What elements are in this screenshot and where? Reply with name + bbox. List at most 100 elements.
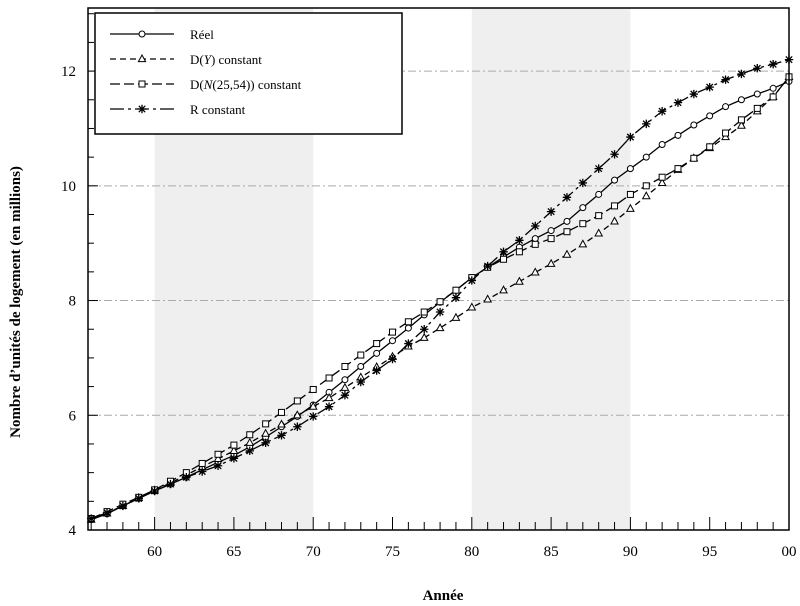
data-point — [610, 216, 619, 225]
y-tick-label: 10 — [61, 179, 76, 195]
data-point — [595, 212, 603, 220]
data-point — [642, 182, 650, 190]
data-point — [547, 235, 555, 243]
data-point — [514, 276, 524, 285]
legend-item: Réel — [110, 27, 214, 42]
legend: Réel D(Y) constant D(N(25,54)) constant R c… — [94, 12, 403, 135]
x-tick-label: 00 — [782, 544, 797, 560]
data-point — [213, 461, 223, 470]
x-tick-label: 70 — [306, 544, 321, 560]
data-point — [293, 422, 302, 431]
data-point — [325, 374, 333, 382]
legend-label: D(N(25,54)) constant — [190, 77, 302, 92]
data-point — [657, 107, 667, 116]
data-point — [642, 119, 651, 129]
data-point — [166, 479, 175, 489]
data-point — [277, 408, 285, 416]
data-point — [261, 438, 270, 448]
data-point — [769, 84, 777, 92]
data-point — [102, 508, 112, 517]
data-point — [689, 89, 699, 99]
data-point — [499, 247, 508, 256]
data-point — [277, 419, 286, 428]
data-point — [483, 294, 493, 303]
data-point — [547, 227, 555, 235]
data-point — [341, 376, 349, 384]
data-point — [214, 450, 222, 458]
data-point — [626, 190, 634, 198]
legend-item: D(Y) constant — [110, 52, 262, 67]
data-point — [768, 60, 778, 69]
data-point — [737, 116, 745, 124]
x-tick-label: 75 — [385, 544, 400, 560]
data-point — [435, 323, 445, 332]
data-point — [324, 393, 334, 402]
data-point — [277, 431, 286, 440]
x-axis-title: Année — [423, 588, 464, 604]
data-point — [341, 363, 349, 371]
data-point — [500, 255, 508, 263]
series-lines — [86, 55, 794, 524]
data-point — [404, 339, 413, 348]
legend-item: R constant — [110, 102, 246, 117]
data-point — [753, 104, 761, 112]
data-point — [340, 382, 350, 391]
data-point — [611, 202, 619, 210]
data-point — [324, 402, 334, 411]
y-axis-title: Nombre d’unités de logement (en millions… — [8, 166, 24, 438]
data-point — [420, 325, 429, 334]
data-point — [625, 203, 635, 212]
data-point — [562, 249, 572, 258]
data-point — [673, 98, 683, 107]
data-point — [451, 312, 461, 321]
data-point — [373, 340, 381, 348]
data-point — [706, 143, 714, 151]
data-point — [722, 103, 730, 111]
data-point — [262, 420, 270, 428]
shaded-band — [471, 8, 631, 530]
data-point — [309, 385, 317, 393]
data-point — [658, 141, 666, 149]
data-point — [451, 293, 461, 302]
data-point — [357, 363, 365, 371]
data-point — [138, 80, 146, 88]
data-point — [546, 207, 556, 216]
x-tick-label: 80 — [464, 544, 479, 560]
y-axis-ticks: 4 6 8 10 12 — [61, 13, 98, 539]
data-point — [308, 401, 318, 410]
data-point — [229, 454, 239, 463]
data-point — [736, 120, 746, 129]
data-point — [198, 459, 206, 467]
data-point — [419, 332, 429, 341]
legend-item: D(N(25,54)) constant — [110, 77, 302, 92]
data-point — [118, 501, 128, 511]
x-axis-ticks: 60 65 70 75 80 85 90 95 00 — [90, 517, 797, 560]
data-point — [467, 302, 477, 311]
data-point — [657, 177, 667, 187]
legend-label: R constant — [190, 102, 246, 117]
data-point — [595, 190, 603, 198]
data-point — [389, 328, 397, 336]
data-point — [137, 104, 147, 114]
data-point — [769, 93, 777, 101]
data-point — [293, 397, 301, 405]
data-point — [626, 132, 635, 142]
data-point — [546, 258, 556, 267]
y-tick-label: 8 — [69, 294, 77, 310]
data-point — [626, 165, 634, 173]
data-point — [357, 351, 365, 359]
data-point — [404, 324, 412, 332]
data-point — [245, 437, 255, 446]
data-point — [721, 75, 730, 84]
data-point — [138, 30, 146, 38]
data-point — [737, 69, 746, 79]
data-point — [372, 366, 381, 375]
x-tick-label: 65 — [226, 544, 241, 560]
data-point — [245, 446, 254, 456]
data-point — [531, 221, 540, 231]
data-point — [134, 494, 143, 503]
data-point — [641, 191, 651, 200]
data-point — [563, 228, 571, 236]
data-point — [594, 228, 604, 237]
data-point — [562, 193, 572, 202]
